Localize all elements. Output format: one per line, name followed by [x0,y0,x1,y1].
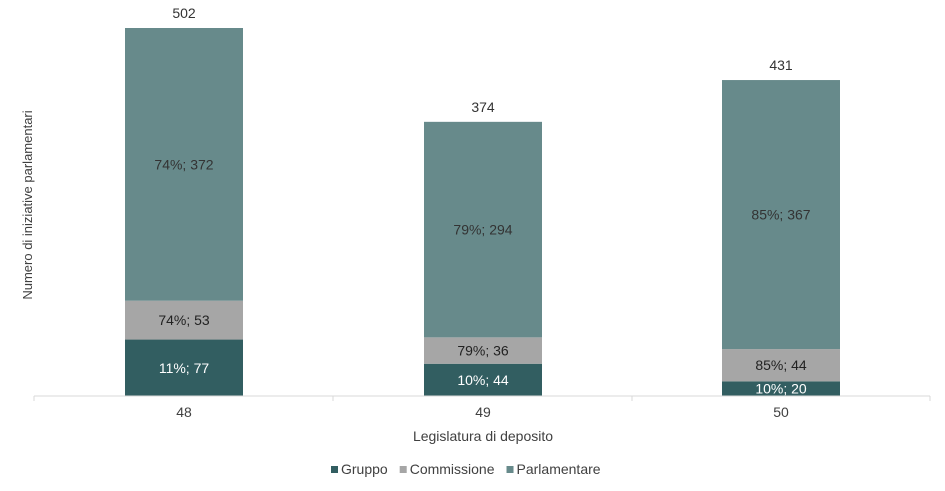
segment-labels-layer: 11%; 77 74%; 53 74%; 372 10%; 44 79%; 36 79%;… [154,156,810,396]
x-tick-label: 48 [176,404,192,420]
bar-parlamentare-50 [722,80,840,350]
bar-gruppo-49 [424,363,542,396]
bar-parlamentare-49 [424,121,542,338]
data-label: 74%; 53 [158,312,210,328]
bars-layer [125,28,840,396]
data-label: 85%; 44 [755,357,807,373]
data-label: 85%; 367 [751,207,810,223]
x-axis-title: Legislatura di deposito [413,428,553,444]
bar-gruppo-50 [722,381,840,396]
bar-gruppo-48 [125,339,243,396]
legend-label-parlamentare: Parlamentare [517,461,601,477]
bar-parlamentare-48 [125,28,243,301]
legend-label-commissione: Commissione [410,461,495,477]
legend-label-gruppo: Gruppo [341,461,388,477]
legend-swatch-commissione [399,466,407,473]
data-label: 79%; 294 [453,222,512,238]
data-label: 10%; 20 [755,381,807,397]
data-label: 79%; 36 [457,343,509,359]
y-axis-title: Numero di iniziative parlamentari [20,110,35,299]
legend-swatch-gruppo [331,466,338,473]
bar-commissione-50 [722,349,840,382]
x-tick-labels: 48 49 50 [176,404,789,420]
bar-commissione-49 [424,337,542,364]
legend: Gruppo Commissione Parlamentare [331,461,601,477]
total-label: 431 [769,57,793,73]
x-tick-label: 49 [475,404,491,420]
bar-commissione-48 [125,300,243,340]
legend-swatch-parlamentare [506,466,514,473]
data-label: 11%; 77 [159,360,210,376]
x-axis-ticks [33,396,931,401]
data-label: 10%; 44 [457,372,509,388]
total-label: 502 [172,5,196,21]
data-label: 74%; 372 [154,156,213,172]
total-labels-layer: 502 374 431 [172,5,793,115]
x-tick-label: 50 [773,404,789,420]
total-label: 374 [471,99,495,115]
